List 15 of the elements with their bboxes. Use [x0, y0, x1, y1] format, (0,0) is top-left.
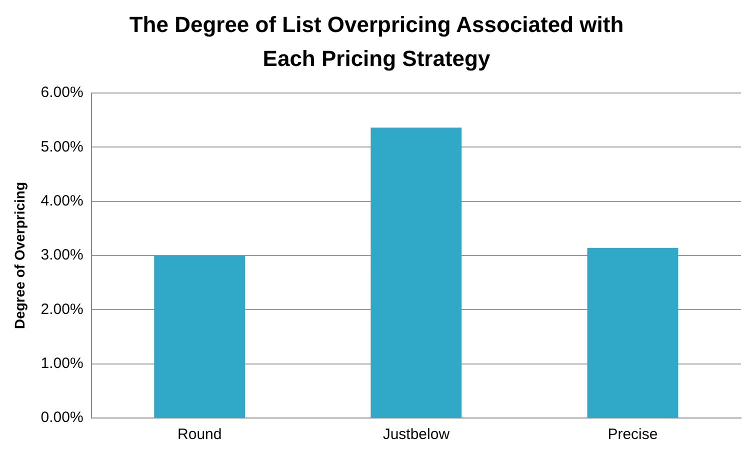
bar: [370, 128, 462, 418]
y-tick-label: 5.00%: [40, 138, 84, 156]
y-tick-label: 1.00%: [40, 354, 84, 372]
y-tick-label: 6.00%: [40, 84, 84, 102]
chart-title: The Degree of List Overpricing Associated with Each Pricing Strategy: [128, 11, 625, 73]
y-axis-title: Degree of Overpricing: [11, 182, 28, 330]
y-tick-label: 0.00%: [40, 409, 84, 426]
x-tick-label: Justbelow: [382, 426, 450, 444]
y-tick-label: 3.00%: [40, 246, 84, 264]
x-tick-label: Precise: [608, 426, 658, 444]
bar: [154, 256, 246, 418]
y-tick-label: 4.00%: [40, 192, 84, 210]
bar: [587, 248, 678, 418]
x-tick-label: Round: [178, 426, 222, 444]
y-tick-label: 2.00%: [40, 300, 84, 318]
